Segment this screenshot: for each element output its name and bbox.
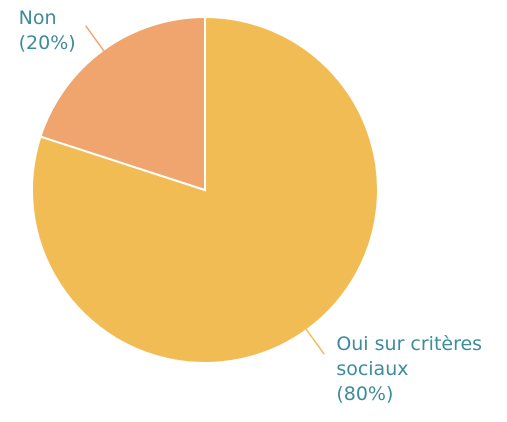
category-label: Non [18,6,57,29]
slice-label: Oui sur critères sociaux (80%) [336,332,504,407]
leader-line [304,327,325,355]
value-label: (20%) [18,31,76,54]
leader-line [85,25,106,53]
value-label: (80%) [336,383,394,406]
slice-label: Non (20%) [19,6,76,56]
category-label: Oui sur critères sociaux [336,333,483,381]
